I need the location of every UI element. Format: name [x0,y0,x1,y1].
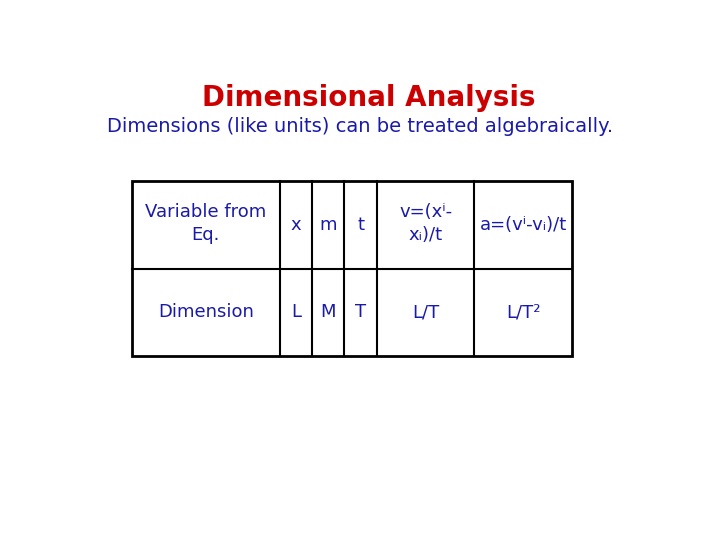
Text: Variable from: Variable from [145,204,266,221]
Text: Dimensional Analysis: Dimensional Analysis [202,84,536,112]
Text: m: m [320,216,337,234]
Text: xᵢ)/t: xᵢ)/t [408,226,443,244]
Text: T: T [355,303,366,321]
Text: t: t [357,216,364,234]
Text: a=(vⁱ-vᵢ)/t: a=(vⁱ-vᵢ)/t [480,216,567,234]
Text: Dimension: Dimension [158,303,253,321]
Bar [132,181,572,356]
Text: x: x [291,216,301,234]
Text: L: L [291,303,301,321]
Text: v=(xⁱ-: v=(xⁱ- [399,204,452,221]
Text: L/T²: L/T² [506,303,541,321]
Text: Eq.: Eq. [192,226,220,244]
Text: Dimensions (like units) can be treated algebraically.: Dimensions (like units) can be treated a… [107,117,613,136]
Text: L/T: L/T [412,303,439,321]
Text: M: M [320,303,336,321]
